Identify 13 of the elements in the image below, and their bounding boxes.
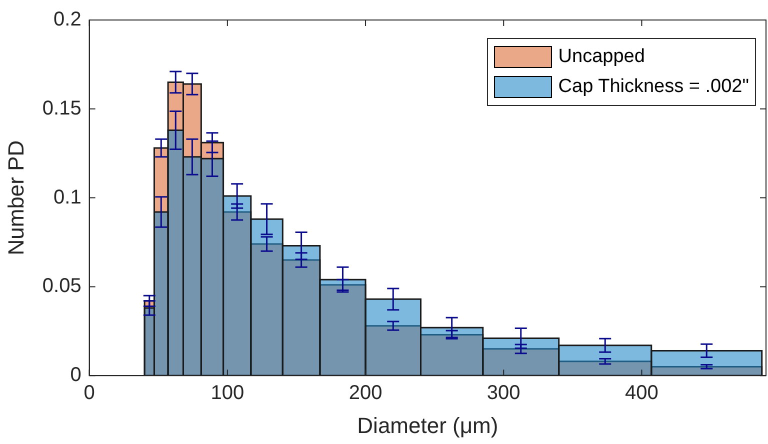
y-tick-label: 0.05 — [42, 275, 82, 298]
legend-label: Uncapped — [558, 46, 645, 68]
x-tick-label: 400 — [625, 382, 658, 404]
y-tick-label: 0.2 — [54, 8, 82, 31]
legend-label: Cap Thickness = .002" — [558, 76, 749, 98]
y-tick-label: 0.1 — [54, 186, 82, 208]
y-axis-title: Number PD — [3, 140, 28, 256]
x-axis-title: Diameter (μm) — [357, 412, 498, 438]
x-tick-label: 200 — [348, 382, 382, 404]
y-tick-label: 0.15 — [42, 97, 82, 120]
x-tick-label: 300 — [486, 382, 520, 404]
x-tick-label: 100 — [210, 382, 244, 404]
y-tick-label: 0 — [70, 364, 82, 386]
